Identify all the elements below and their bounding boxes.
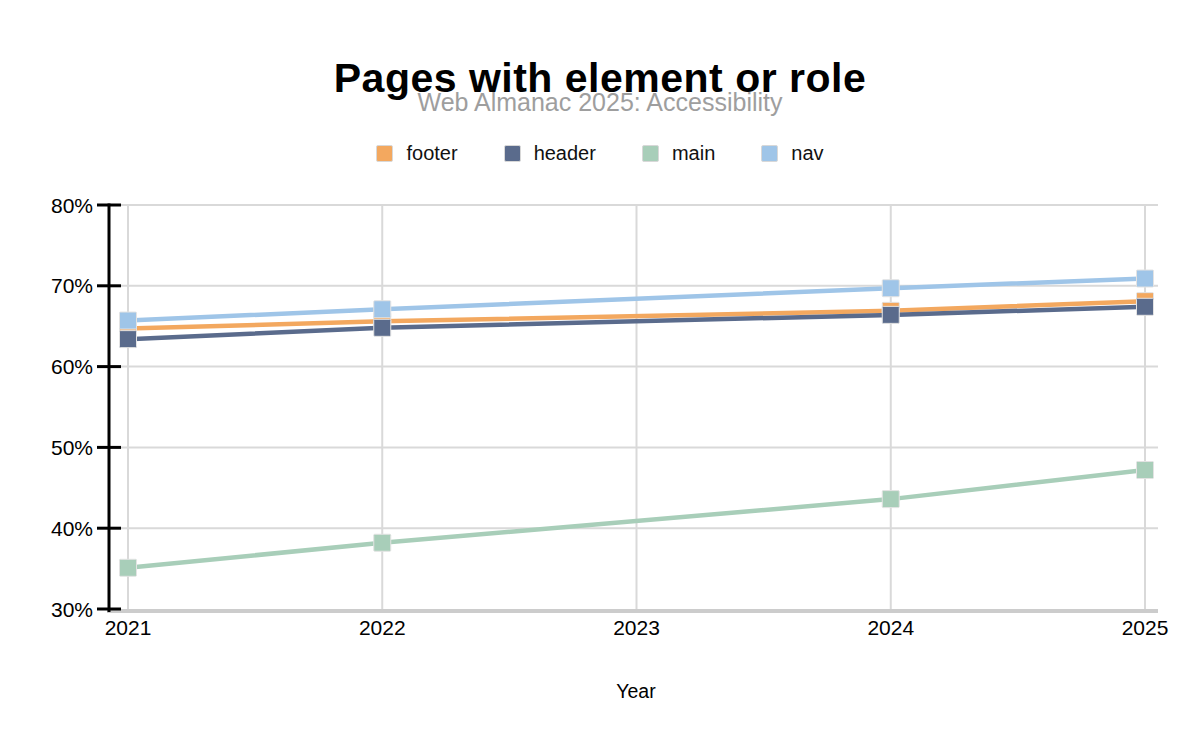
data-point-header-2022 [374,319,391,336]
data-point-main-2022 [374,534,391,551]
data-point-main-2024 [882,491,899,508]
data-point-main-2025 [1137,462,1154,479]
data-point-header-2025 [1137,298,1154,315]
data-point-nav-2021 [120,312,137,329]
data-point-header-2021 [120,331,137,348]
x-axis-tick-label: 2022 [359,616,406,639]
x-axis-title: Year [616,680,656,702]
x-axis-tick-label: 2025 [1122,616,1169,639]
x-axis-tick-label: 2021 [105,616,152,639]
data-point-header-2024 [882,306,899,323]
y-axis-tick-label: 80% [51,194,93,217]
y-axis-tick-label: 40% [51,517,93,540]
y-axis-tick-label: 60% [51,355,93,378]
y-axis-tick-label: 70% [51,274,93,297]
data-point-main-2021 [120,559,137,576]
y-axis-tick-label: 50% [51,436,93,459]
x-axis-tick-label: 2024 [867,616,914,639]
data-point-nav-2024 [882,280,899,297]
data-point-nav-2022 [374,301,391,318]
data-point-nav-2025 [1137,270,1154,287]
x-axis-tick-label: 2023 [613,616,660,639]
chart-canvas: 80% 70% 60% 50% 40% 30% 2021 2022 2023 2024 2025 Ye… [0,0,1200,742]
y-axis-tick-label: 30% [51,598,93,621]
